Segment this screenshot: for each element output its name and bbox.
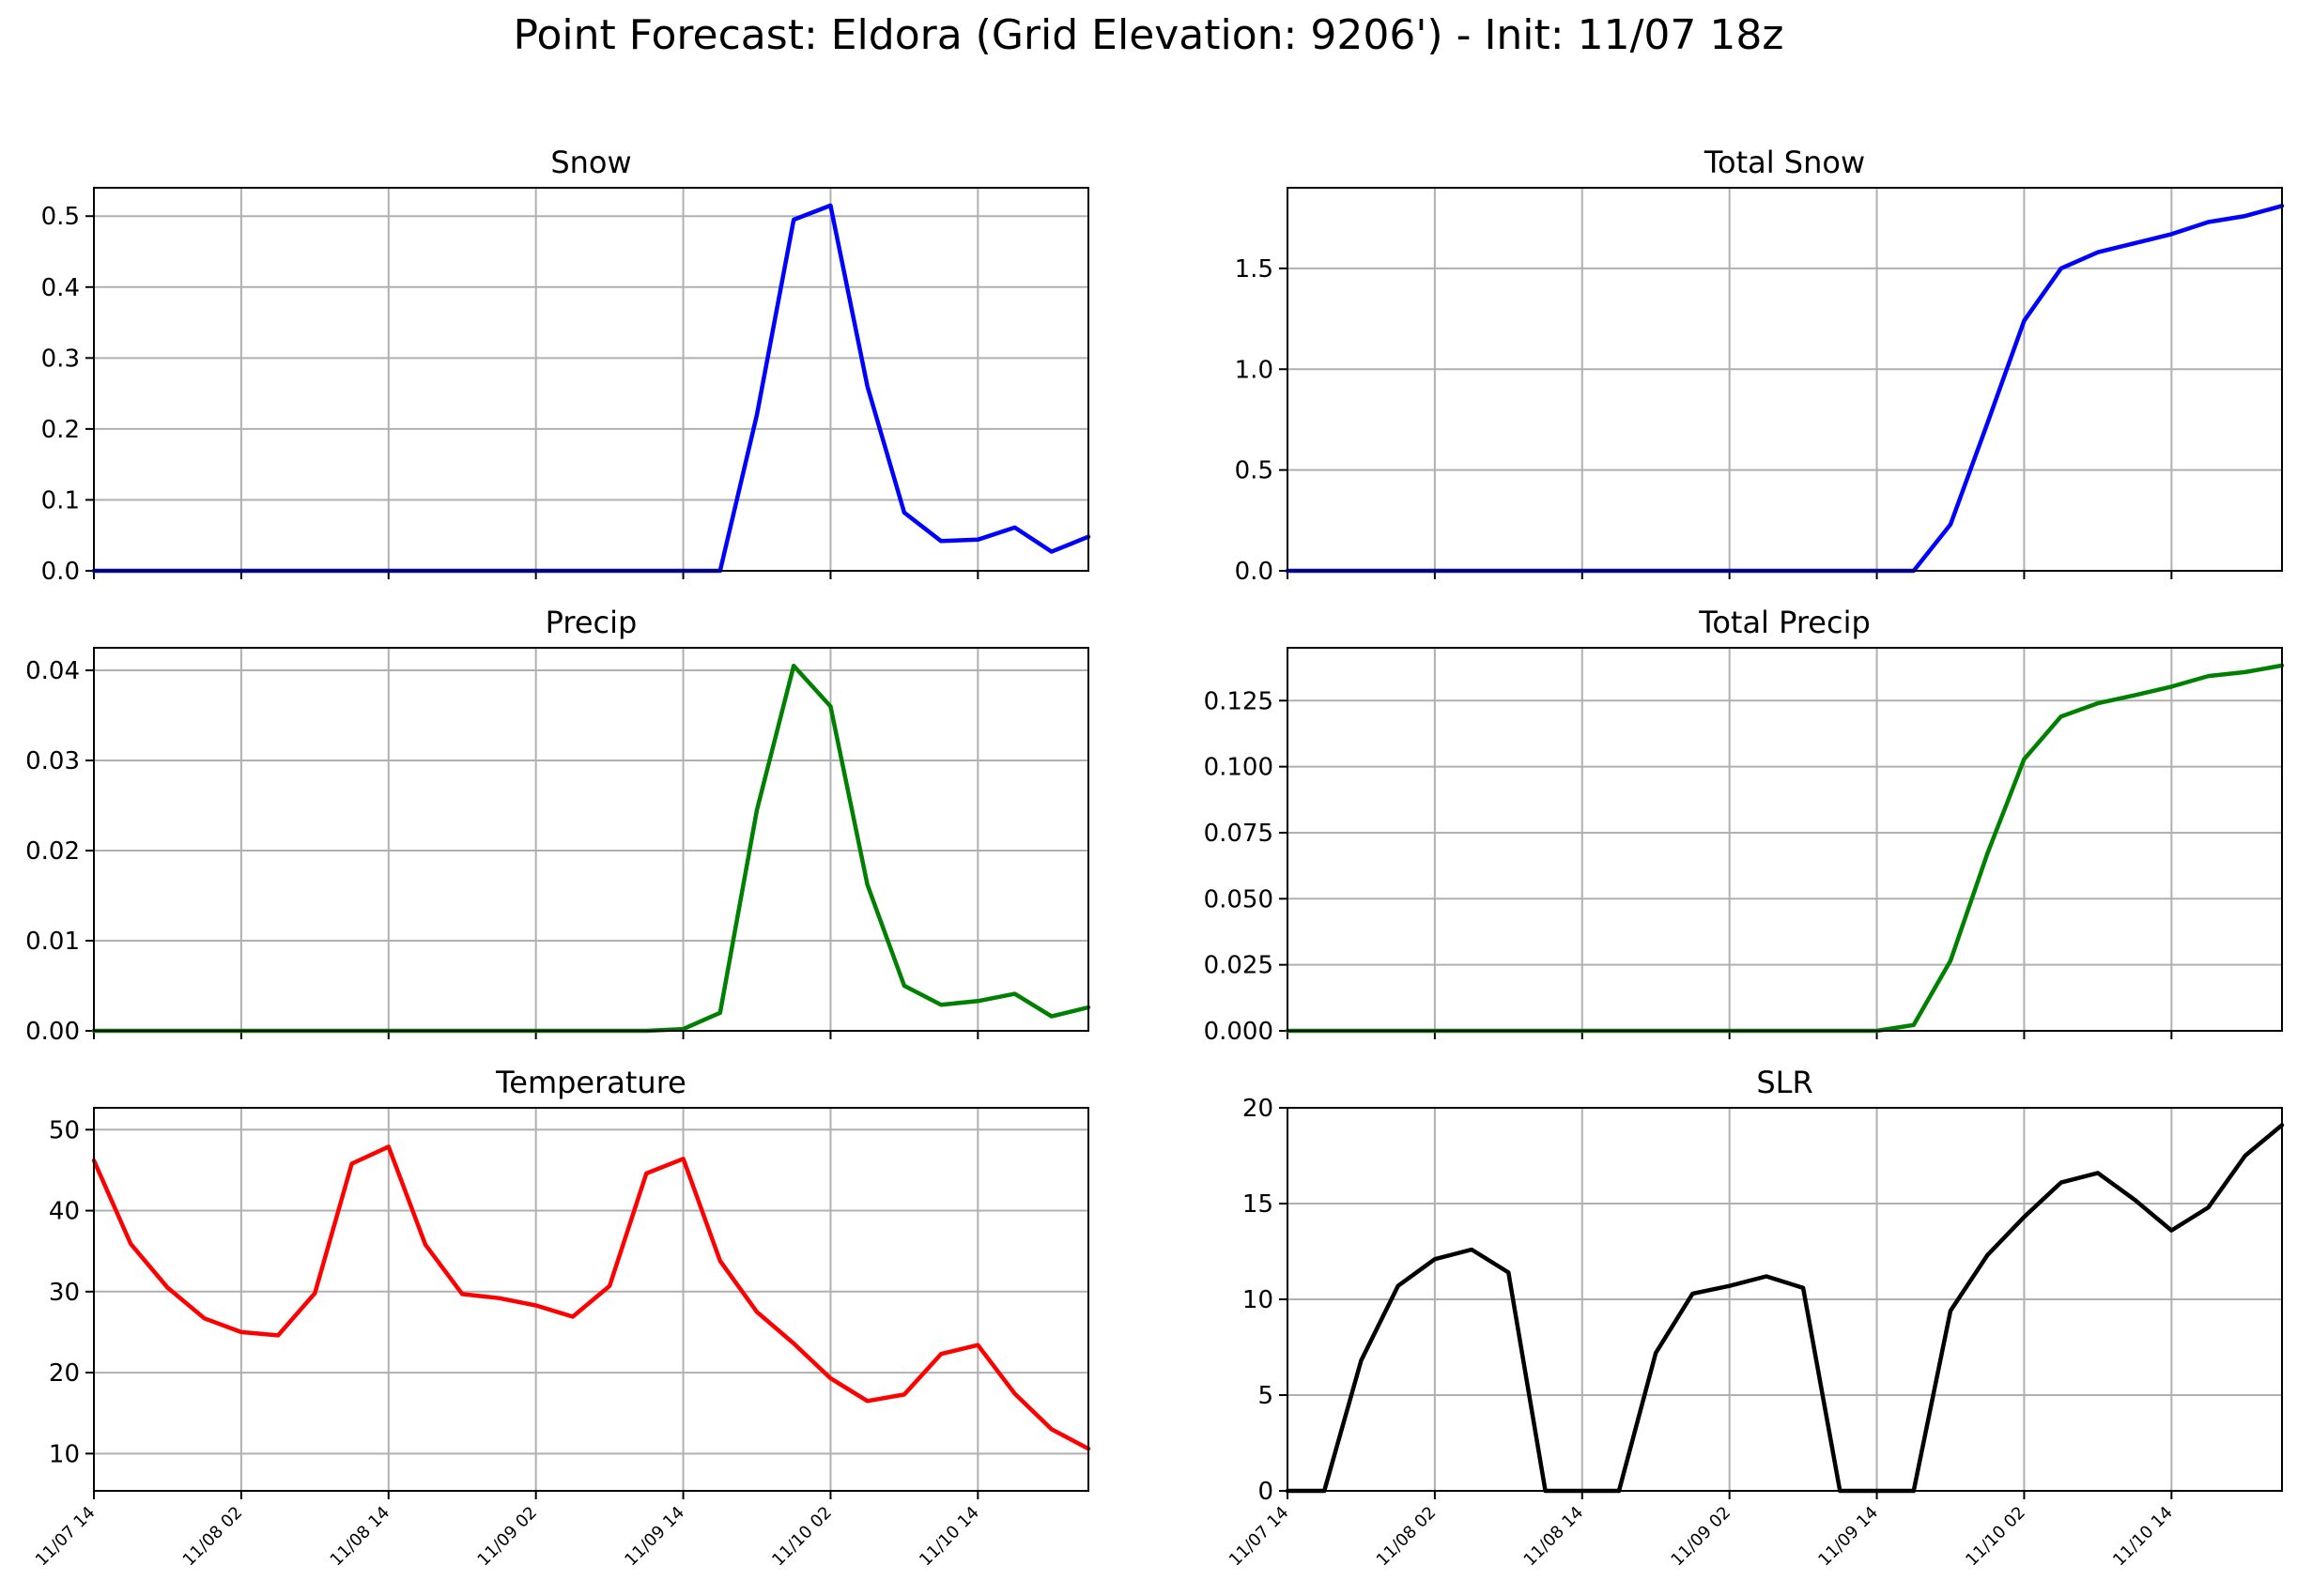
chart-title: Precip (546, 605, 638, 640)
y-tick-label: 0.075 (1204, 820, 1273, 848)
y-tick-label: 30 (49, 1279, 80, 1307)
chart-panel-4: 0.000 0.025 0.050 0.075 0.100 0.125 Total Prec… (1204, 605, 2285, 1046)
y-tick-label: 0 (1257, 1478, 1273, 1506)
axes-frame (93, 647, 1089, 1032)
axes-frame (93, 187, 1089, 572)
y-tick-label: 0.1 (41, 486, 80, 514)
y-tick-label: 0.0 (41, 558, 80, 586)
series-line (91, 1144, 1091, 1451)
y-tick-label: 1.0 (1235, 356, 1273, 384)
chart-title: Total Snow (1703, 145, 1865, 180)
y-tick-label: 20 (49, 1359, 80, 1388)
series-line (1285, 1123, 2285, 1494)
y-tick-label: 1.5 (1235, 255, 1273, 284)
chart-title: SLR (1756, 1065, 1812, 1100)
y-tick-label: 0.04 (25, 657, 80, 685)
y-tick-label: 10 (49, 1440, 80, 1468)
y-tick-label: 0.00 (25, 1018, 80, 1046)
y-tick-label: 0.000 (1204, 1018, 1273, 1046)
y-tick-label: 0.2 (41, 416, 80, 444)
y-tick-label: 0.4 (41, 274, 80, 302)
axes-frame (1287, 1107, 2283, 1492)
y-tick-label: 20 (1242, 1095, 1273, 1123)
chart-panel-3: 0.00 0.01 0.02 0.03 0.04 Precip (25, 605, 1091, 1046)
y-tick-label: 5 (1257, 1382, 1273, 1410)
chart-title: Total Precip (1698, 605, 1871, 640)
y-tick-label: 0.0 (1235, 558, 1273, 586)
y-tick-label: 50 (49, 1116, 80, 1144)
y-tick-label: 0.050 (1204, 885, 1273, 913)
y-tick-label: 10 (1242, 1286, 1273, 1314)
chart-title: Snow (550, 145, 631, 180)
y-tick-label: 15 (1242, 1190, 1273, 1219)
chart-panel-2: 0.0 0.5 1.0 1.5 Total Snow (1235, 145, 2285, 586)
axes-frame (93, 1107, 1089, 1492)
y-tick-label: 0.025 (1204, 952, 1273, 980)
chart-panel-1: 0.0 0.1 0.2 0.3 0.4 0.5 Snow (41, 145, 1091, 586)
y-tick-label: 0.5 (1235, 457, 1273, 485)
figure-title: Point Forecast: Eldora (Grid Elevation: … (514, 11, 1784, 59)
y-tick-label: 0.3 (41, 345, 80, 373)
y-tick-label: 0.02 (25, 837, 80, 866)
axes-frame (1287, 647, 2283, 1032)
axes-frame (1287, 187, 2283, 572)
chart-title: Temperature (495, 1065, 686, 1100)
y-tick-label: 0.125 (1204, 687, 1273, 715)
y-tick-label: 0.100 (1204, 754, 1273, 782)
y-tick-label: 0.01 (25, 928, 80, 956)
y-tick-label: 0.5 (41, 203, 80, 231)
y-tick-label: 0.03 (25, 747, 80, 775)
y-tick-label: 40 (49, 1198, 80, 1226)
